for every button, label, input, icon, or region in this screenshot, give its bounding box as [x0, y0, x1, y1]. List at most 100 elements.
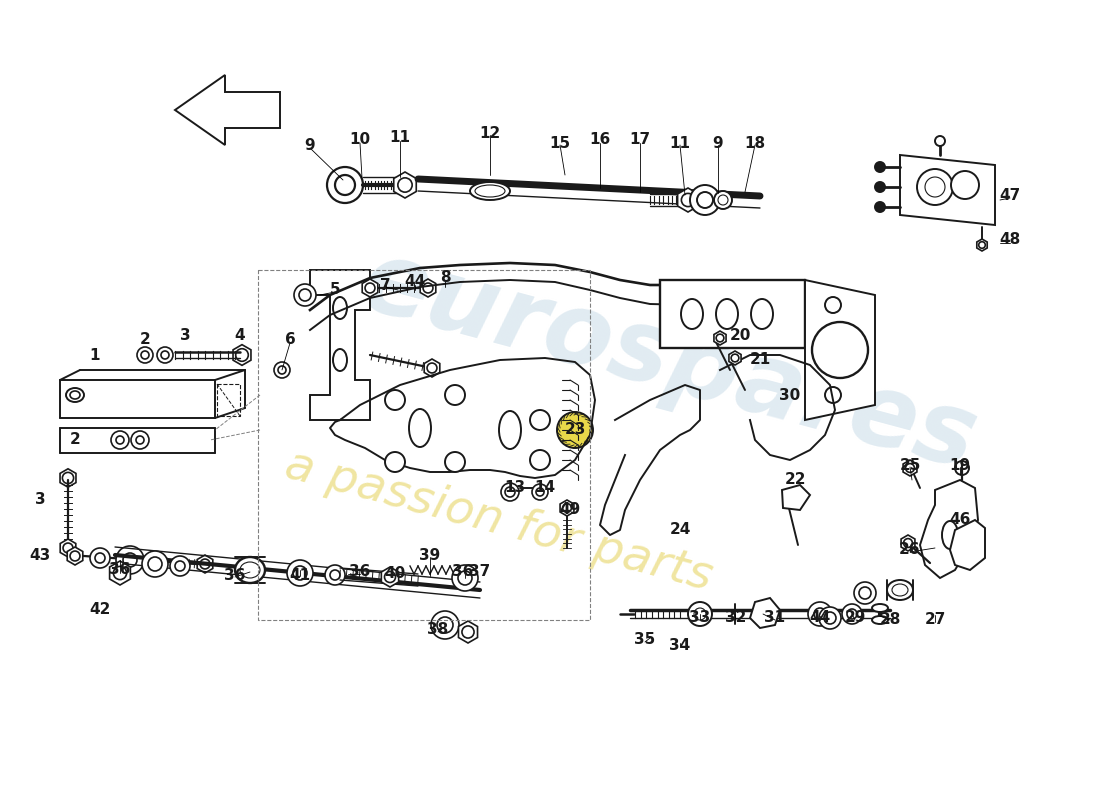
Polygon shape	[310, 270, 370, 420]
Ellipse shape	[409, 409, 431, 447]
Text: 2: 2	[69, 433, 80, 447]
Text: 34: 34	[670, 638, 691, 653]
Text: 11: 11	[389, 130, 410, 146]
Circle shape	[530, 410, 550, 430]
Text: 27: 27	[924, 613, 946, 627]
Circle shape	[557, 412, 593, 448]
Polygon shape	[805, 280, 874, 420]
Polygon shape	[425, 359, 440, 377]
Text: 9: 9	[305, 138, 316, 153]
Ellipse shape	[887, 580, 913, 600]
Text: 15: 15	[549, 135, 571, 150]
Ellipse shape	[333, 349, 346, 371]
Circle shape	[274, 362, 290, 378]
Polygon shape	[750, 598, 780, 628]
Circle shape	[825, 297, 842, 313]
Text: 30: 30	[780, 387, 801, 402]
Circle shape	[385, 390, 405, 410]
Text: 23: 23	[564, 422, 585, 438]
Circle shape	[131, 431, 149, 449]
Text: 16: 16	[590, 133, 610, 147]
Polygon shape	[459, 621, 477, 643]
Text: 33: 33	[690, 610, 711, 626]
Ellipse shape	[499, 411, 521, 449]
Text: 41: 41	[289, 567, 310, 582]
Ellipse shape	[942, 521, 958, 549]
Circle shape	[142, 551, 168, 577]
Text: 9: 9	[713, 135, 724, 150]
Text: 17: 17	[629, 133, 650, 147]
Circle shape	[157, 347, 173, 363]
Ellipse shape	[872, 604, 888, 612]
Circle shape	[138, 347, 153, 363]
Text: 32: 32	[725, 610, 747, 626]
Text: 13: 13	[505, 481, 526, 495]
Circle shape	[111, 431, 129, 449]
Circle shape	[170, 556, 190, 576]
Polygon shape	[382, 567, 398, 587]
Ellipse shape	[716, 299, 738, 329]
Ellipse shape	[751, 299, 773, 329]
Circle shape	[955, 461, 969, 475]
Polygon shape	[60, 539, 76, 557]
Text: 43: 43	[30, 547, 51, 562]
Circle shape	[820, 607, 842, 629]
Circle shape	[324, 565, 345, 585]
Circle shape	[854, 582, 876, 604]
Polygon shape	[729, 351, 741, 365]
Text: 11: 11	[670, 135, 691, 150]
Text: 20: 20	[729, 327, 750, 342]
Circle shape	[825, 387, 842, 403]
Polygon shape	[197, 555, 212, 573]
Circle shape	[446, 385, 465, 405]
Circle shape	[90, 548, 110, 568]
Text: 12: 12	[480, 126, 501, 141]
Text: 14: 14	[535, 481, 556, 495]
Circle shape	[116, 546, 144, 574]
Circle shape	[690, 185, 721, 215]
Text: 28: 28	[879, 613, 901, 627]
Text: 25: 25	[900, 458, 921, 473]
Circle shape	[842, 604, 862, 624]
Polygon shape	[950, 520, 984, 570]
Text: 18: 18	[745, 135, 766, 150]
Ellipse shape	[681, 299, 703, 329]
Text: 24: 24	[669, 522, 691, 538]
Text: 35: 35	[635, 633, 656, 647]
Text: 3: 3	[179, 327, 190, 342]
Text: 26: 26	[900, 542, 921, 558]
Text: 36: 36	[350, 565, 371, 579]
Circle shape	[812, 322, 868, 378]
Polygon shape	[362, 279, 377, 297]
Circle shape	[714, 191, 732, 209]
Ellipse shape	[235, 557, 265, 583]
Circle shape	[935, 136, 945, 146]
Polygon shape	[67, 547, 82, 565]
Polygon shape	[394, 172, 416, 198]
Text: a passion for parts: a passion for parts	[280, 442, 717, 600]
Text: 44: 44	[810, 610, 830, 626]
Circle shape	[500, 483, 519, 501]
Polygon shape	[901, 535, 915, 551]
Circle shape	[688, 602, 712, 626]
Polygon shape	[175, 75, 280, 145]
Text: 42: 42	[89, 602, 111, 618]
Text: 47: 47	[1000, 187, 1021, 202]
Text: 49: 49	[560, 502, 581, 518]
Circle shape	[874, 202, 886, 212]
Text: 3: 3	[35, 493, 45, 507]
Circle shape	[431, 611, 459, 639]
Text: 39: 39	[419, 547, 441, 562]
Text: 46: 46	[949, 513, 970, 527]
Circle shape	[808, 602, 832, 626]
Polygon shape	[560, 500, 574, 516]
Text: eurospares: eurospares	[350, 234, 987, 491]
Polygon shape	[903, 460, 917, 476]
Polygon shape	[782, 485, 810, 510]
Text: 7: 7	[379, 278, 390, 293]
Text: 38: 38	[428, 622, 449, 638]
Text: 36: 36	[109, 562, 131, 578]
Ellipse shape	[333, 297, 346, 319]
Polygon shape	[420, 279, 436, 297]
Text: 36: 36	[452, 565, 474, 579]
